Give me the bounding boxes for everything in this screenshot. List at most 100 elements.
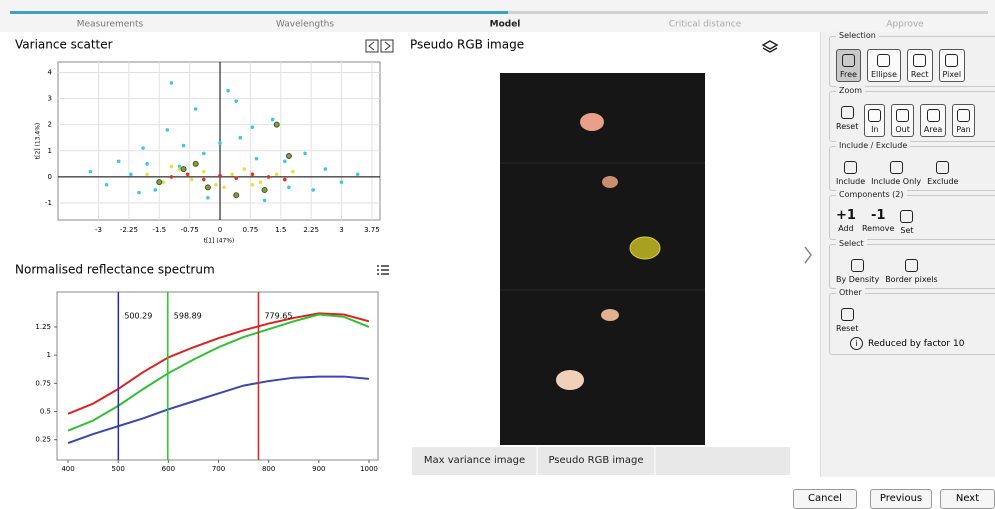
scatter-point [251, 125, 255, 129]
dialog-button[interactable]: Previous [870, 489, 932, 509]
tool-button[interactable]: Ellipse [867, 49, 901, 82]
tool-icon [851, 259, 864, 272]
tool-label: Add [838, 224, 854, 233]
y-tick-label: 1 [48, 147, 52, 155]
scatter-point [157, 180, 162, 185]
tool-icon [868, 109, 881, 122]
dialog-button[interactable]: Cancel [793, 489, 857, 509]
tool-icon [890, 161, 903, 174]
tool-button[interactable]: Area [920, 104, 946, 137]
scatter-point [230, 172, 234, 176]
scatter-point [202, 152, 206, 156]
tool-button[interactable]: Include Only [871, 159, 921, 186]
scatter-point [105, 183, 109, 187]
prev-button[interactable] [366, 40, 378, 52]
scatter-point [202, 170, 206, 174]
tool-icon [844, 161, 857, 174]
y-tick-label: 3 [48, 95, 52, 103]
scatter-point [89, 170, 93, 174]
tool-button[interactable]: Set [900, 208, 913, 235]
tool-icon [927, 109, 940, 122]
y-tick-label: 4 [48, 68, 53, 76]
tool-label: Remove [862, 224, 894, 233]
tool-button[interactable]: Reset [836, 306, 858, 333]
y-tick-label: 0 [48, 173, 52, 181]
x-tick-label: -0.75 [181, 226, 199, 234]
app-window: Variance scatter Normalised reflectance … [0, 0, 995, 509]
y-tick-label: 0.25 [35, 436, 51, 444]
scatter-point [259, 180, 263, 184]
step-tab: Model [490, 20, 521, 30]
x-tick-label: 600 [162, 465, 175, 473]
scatter-point [238, 136, 242, 140]
scatter-point [262, 187, 267, 192]
tool-button[interactable]: Reset [836, 104, 858, 131]
marker-label: 779.65 [264, 312, 292, 321]
tool-button[interactable]: Out [891, 104, 914, 137]
tool-icon [877, 54, 890, 67]
tool-row: By Density Border pixels [836, 257, 992, 284]
tool-row: IncludeInclude Only Exclude [836, 159, 992, 186]
y-tick-label: 0.75 [35, 379, 51, 387]
scatter-point [283, 159, 287, 163]
tool-icon [905, 259, 918, 272]
tool-button[interactable]: Exclude [927, 159, 958, 186]
scatter-point [190, 178, 194, 182]
tool-row: Reset In Out Area Pan [836, 104, 992, 137]
image-title: Pseudo RGB image [410, 38, 524, 52]
tool-icon [945, 54, 958, 67]
tool-label: Border pixels [885, 275, 937, 284]
tool-label: Exclude [927, 177, 958, 186]
scatter-point [166, 128, 170, 132]
scatter-point [234, 99, 238, 103]
x-tick-label: 700 [212, 465, 225, 473]
sample-blob [601, 309, 619, 321]
tool-button[interactable]: By Density [836, 257, 879, 284]
next-button[interactable] [381, 40, 393, 52]
y-tick-label: 2 [48, 121, 52, 129]
tool-label: Free [840, 70, 857, 79]
tool-button[interactable]: Free [836, 49, 861, 82]
image-tab[interactable]: Pseudo RGB image [537, 447, 655, 475]
scatter-point [117, 159, 121, 163]
scatter-point [153, 188, 157, 192]
tool-icon [957, 109, 970, 122]
tool-button[interactable]: Border pixels [885, 257, 937, 284]
scatter-point [206, 196, 210, 200]
tool-icon [900, 210, 913, 223]
tool-button[interactable]: Rect [907, 49, 933, 82]
tool-button[interactable]: Pan [952, 104, 974, 137]
scatter-point [186, 172, 190, 176]
scatter-point [218, 141, 222, 145]
tool-label: In [871, 125, 878, 134]
collapse-chevron[interactable] [805, 247, 811, 263]
tool-group: SelectionFreeEllipseRectPixel [829, 36, 995, 87]
tool-button[interactable]: Pixel [939, 49, 966, 82]
tool-button[interactable]: Include [836, 159, 865, 186]
pseudo-rgb-image [500, 73, 705, 445]
tool-icon [936, 161, 949, 174]
plot-area [58, 62, 380, 220]
group-title: Include / Exclude [836, 141, 910, 150]
sample-blob-selected [630, 237, 660, 259]
spectrum-title: Normalised reflectance spectrum [15, 263, 215, 277]
tool-button[interactable]: In [864, 104, 885, 137]
scatter-point [222, 186, 226, 190]
layers-icon[interactable] [763, 41, 777, 52]
scatter-title: Variance scatter [15, 38, 113, 52]
y-tick-label: 1.25 [35, 323, 51, 331]
dialog-button[interactable]: Next [940, 489, 995, 509]
image-tab[interactable]: Max variance image [412, 447, 537, 475]
y-tick-label: 0.5 [40, 408, 51, 416]
progress-rest [508, 11, 988, 14]
list-icon[interactable] [377, 266, 389, 274]
group-title: Select [836, 239, 867, 248]
progress-done [10, 11, 508, 14]
scatter-point [287, 186, 291, 190]
x-tick-label: 3.75 [364, 226, 380, 234]
sample-blob [580, 113, 604, 131]
